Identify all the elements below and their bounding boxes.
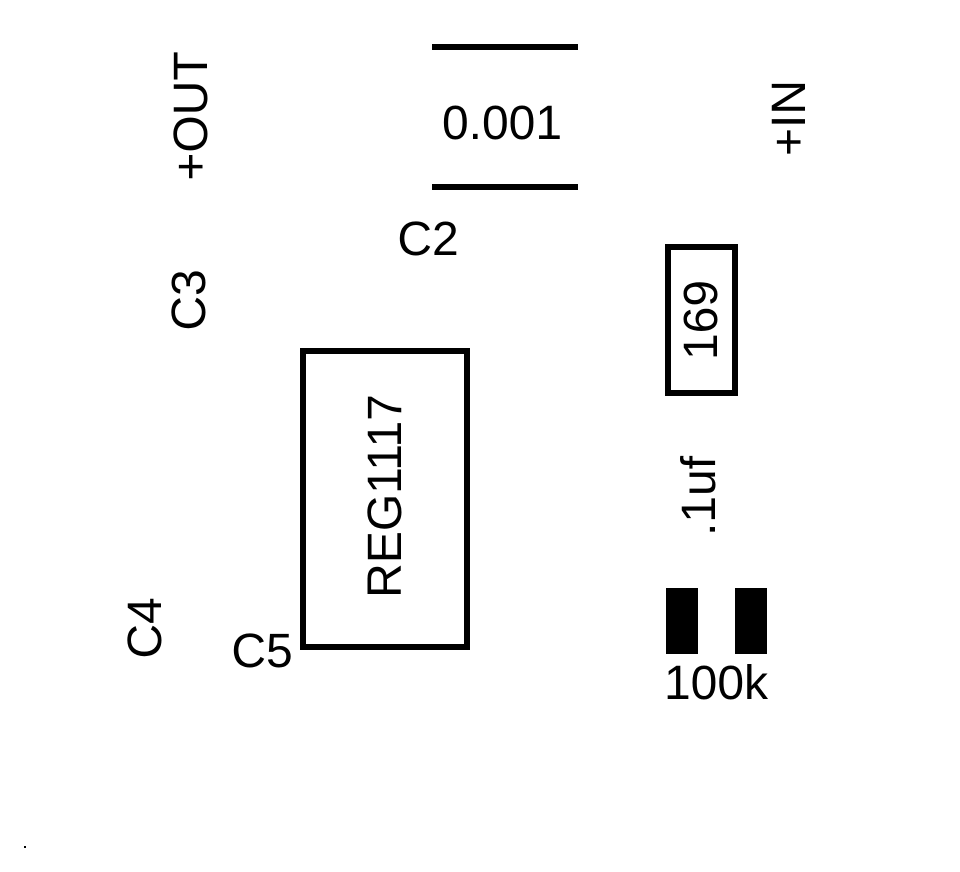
label-cap-small: .1uf [673,455,726,537]
c2-plate-bottom [432,184,578,190]
regulator-label: REG1117 [359,394,412,598]
label-c5: C5 [231,625,293,678]
label-c4: C4 [119,597,172,659]
stray-dot [24,846,26,848]
resistor-169-body [665,244,738,396]
c2-plate-top [432,44,578,50]
pad-left [666,588,698,654]
label-c2: C2 [397,213,459,266]
resistor-169-value: 169 [675,279,728,361]
label-c3: C3 [163,269,216,331]
label-out: +OUT [165,51,218,181]
c2-value: 0.001 [441,97,563,150]
regulator-body [300,348,470,650]
label-in: +IN [763,79,816,157]
pad-right [735,588,767,654]
label-100k: 100k [663,657,769,710]
